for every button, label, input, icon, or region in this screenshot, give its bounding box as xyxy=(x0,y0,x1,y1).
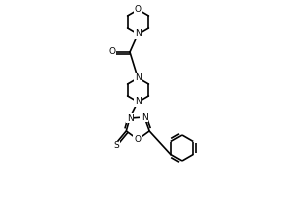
Text: O: O xyxy=(134,135,141,144)
Text: N: N xyxy=(135,73,141,82)
Text: N: N xyxy=(141,113,147,122)
Text: O: O xyxy=(109,47,116,56)
Text: S: S xyxy=(113,141,119,150)
Text: N: N xyxy=(127,114,134,122)
Text: O: O xyxy=(134,5,142,15)
Text: N: N xyxy=(135,29,141,38)
Text: N: N xyxy=(135,98,141,106)
